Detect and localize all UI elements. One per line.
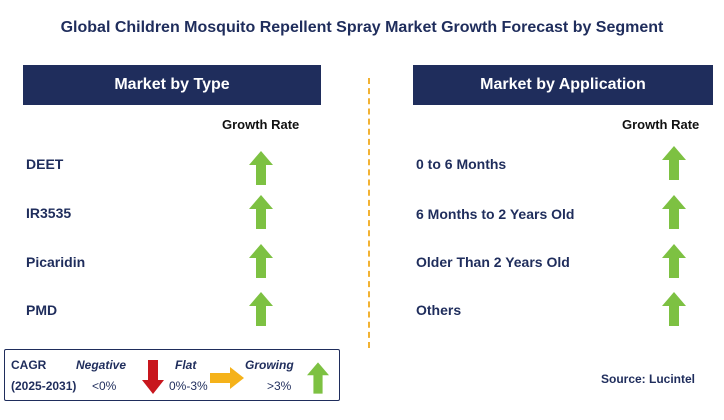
- legend-cagr-label: CAGR: [11, 358, 47, 372]
- legend-negative-value: <0%: [92, 379, 117, 393]
- application-growth-rate-label: Growth Rate: [622, 117, 700, 132]
- legend-flat-value: 0%-3%: [169, 379, 208, 393]
- legend-growing-label: Growing: [245, 358, 294, 372]
- source-note: Source: Lucintel: [601, 372, 696, 386]
- legend-growing-value: >3%: [267, 379, 292, 393]
- type-item-deet: DEET: [26, 156, 64, 172]
- orange-right-arrow-icon: [210, 367, 244, 389]
- green-up-arrow-icon: [662, 244, 686, 278]
- green-up-arrow-icon: [249, 244, 273, 278]
- green-up-arrow-icon: [307, 362, 329, 394]
- green-up-arrow-icon: [249, 151, 273, 185]
- application-item-others: Others: [416, 302, 462, 318]
- type-growth-rate-label: Growth Rate: [222, 117, 300, 132]
- green-up-arrow-icon: [249, 292, 273, 326]
- type-panel-header: Market by Type: [23, 65, 321, 105]
- panel-divider: [368, 78, 370, 348]
- red-down-arrow-icon: [142, 360, 164, 394]
- legend-negative-label: Negative: [76, 358, 127, 372]
- type-item-pmd: PMD: [26, 302, 58, 318]
- legend-period: (2025-2031): [11, 379, 77, 393]
- cagr-legend: CAGR (2025-2031) Negative <0% Flat 0%-3%…: [4, 349, 340, 401]
- application-panel-header: Market by Application: [413, 65, 713, 105]
- type-item-ir3535: IR3535: [26, 205, 72, 221]
- green-up-arrow-icon: [662, 195, 686, 229]
- type-item-picaridin: Picaridin: [26, 254, 86, 270]
- page-title: Global Children Mosquito Repellent Spray…: [60, 19, 664, 36]
- legend-flat-label: Flat: [175, 358, 197, 372]
- green-up-arrow-icon: [662, 292, 686, 326]
- application-item-0-to-6-months: 0 to 6 Months: [416, 156, 507, 172]
- green-up-arrow-icon: [249, 195, 273, 229]
- application-item-6-months-to-2-years: 6 Months to 2 Years Old: [416, 206, 575, 222]
- application-item-older-than-2-years: Older Than 2 Years Old: [416, 254, 570, 270]
- green-up-arrow-icon: [662, 146, 686, 180]
